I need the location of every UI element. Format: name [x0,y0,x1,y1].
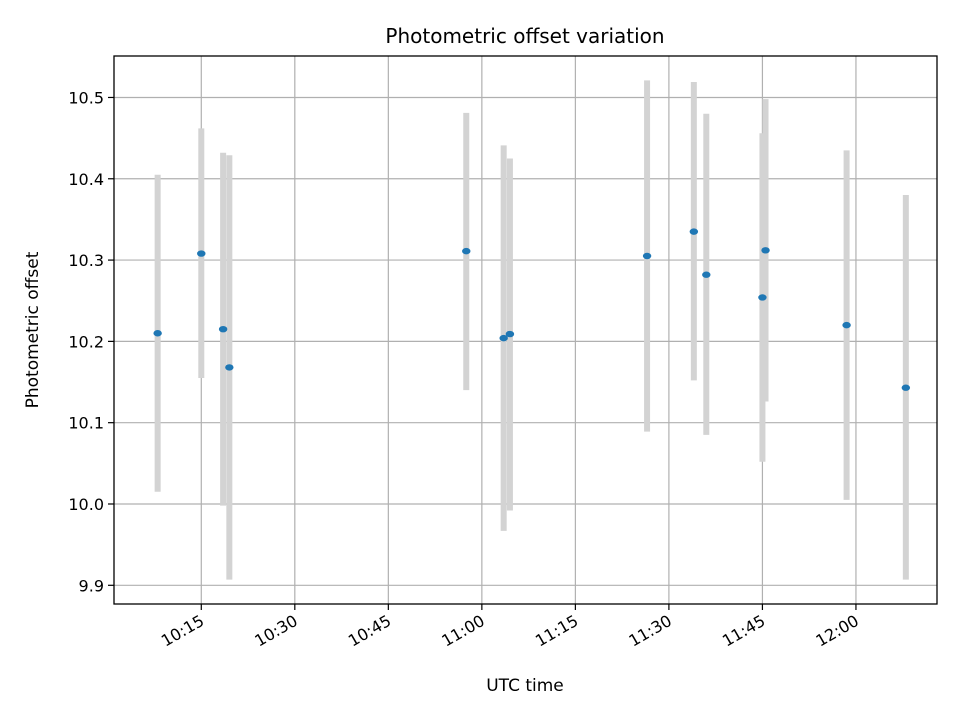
data-point [462,247,471,255]
x-tick-label: 11:45 [719,611,768,651]
chart-title: Photometric offset variation [385,24,664,48]
data-point [702,271,711,278]
y-axis: 9.9 10.0 10.1 10.2 10.3 10.4 10.5 [68,88,114,595]
data-point [218,325,228,333]
x-tick-label: 10:15 [158,611,207,651]
data-point [761,247,770,254]
x-axis-title: UTC time [486,676,564,696]
grid [114,56,937,604]
data-point [197,250,206,257]
y-axis-title: Photometric offset [23,251,43,408]
y-tick-label: 10.3 [68,251,104,270]
y-tick-label: 10.2 [68,332,104,351]
y-tick-label: 10.1 [68,414,104,433]
y-tick-label: 10.5 [68,88,104,107]
data-point [689,228,699,235]
x-tick-label: 11:15 [532,611,581,651]
x-tick-label: 10:30 [251,611,300,651]
y-tick-label: 9.9 [79,576,104,595]
data-point [842,321,851,329]
data-points [153,228,911,391]
x-tick-label: 12:00 [813,611,862,651]
data-point [499,334,508,342]
x-axis: 10:15 10:30 10:45 11:00 11:15 11:30 11:45 12:00 [158,604,862,651]
error-bars [154,80,909,580]
plot-area [113,55,938,605]
y-tick-label: 10.4 [68,170,104,189]
data-point [758,294,767,301]
y-tick-label: 10.0 [68,495,104,514]
data-point [505,330,515,338]
data-point [225,364,234,371]
data-point [901,384,911,391]
x-tick-label: 10:45 [345,611,394,651]
x-tick-label: 11:30 [625,611,674,651]
data-point [642,252,652,260]
x-tick-label: 11:00 [438,611,487,651]
data-point [153,330,162,337]
